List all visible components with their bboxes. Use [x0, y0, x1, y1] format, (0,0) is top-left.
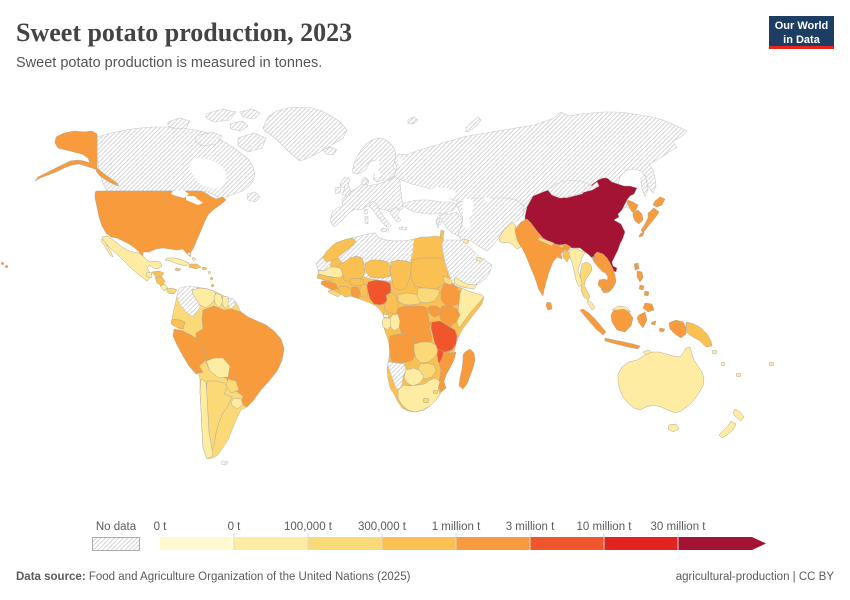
svg-text:3 million t: 3 million t — [506, 521, 555, 533]
svg-text:10 million t: 10 million t — [577, 521, 633, 533]
svg-text:1 million t: 1 million t — [432, 521, 481, 533]
svg-text:No data: No data — [96, 521, 137, 533]
svg-text:30 million t: 30 million t — [651, 521, 707, 533]
svg-text:0 t: 0 t — [154, 521, 168, 533]
svg-text:100,000 t: 100,000 t — [284, 521, 333, 533]
svg-text:300,000 t: 300,000 t — [358, 521, 407, 533]
svg-text:0 t: 0 t — [228, 521, 242, 533]
